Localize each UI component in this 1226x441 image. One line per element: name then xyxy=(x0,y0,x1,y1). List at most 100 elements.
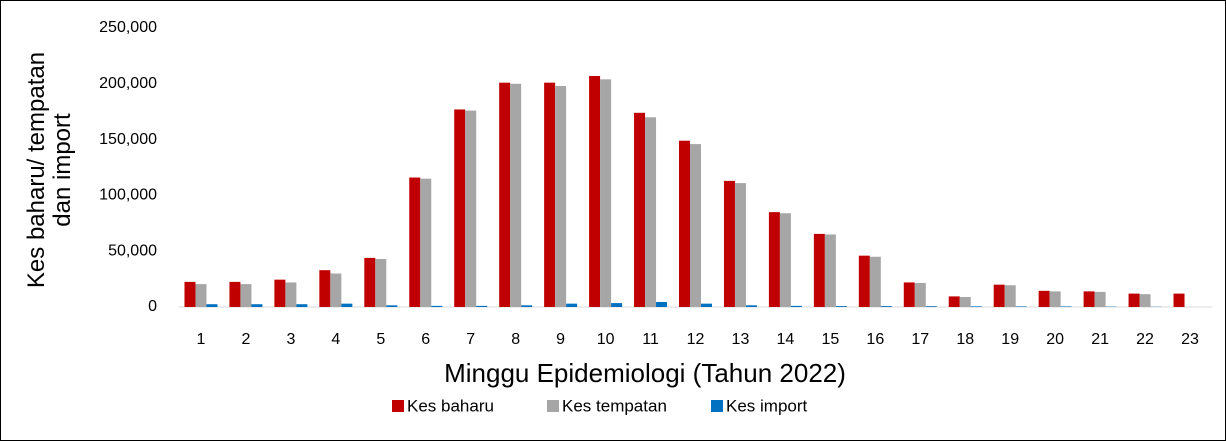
x-tick-label: 14 xyxy=(777,331,795,348)
bar xyxy=(835,306,847,307)
bar xyxy=(1139,294,1151,307)
bar xyxy=(454,109,466,307)
y-tick-label: 200,000 xyxy=(99,75,157,92)
bar xyxy=(431,305,443,307)
bar xyxy=(1060,306,1072,307)
x-tick-label: 13 xyxy=(732,331,750,348)
y-tick-label: 250,000 xyxy=(99,19,157,36)
bar xyxy=(779,213,791,307)
bar xyxy=(1015,306,1027,307)
bar xyxy=(409,177,421,307)
x-tick-label: 5 xyxy=(376,331,385,348)
bar xyxy=(1049,291,1061,307)
legend-swatch xyxy=(392,400,404,412)
legend-label: Kes import xyxy=(726,396,808,415)
bar xyxy=(679,140,690,307)
bar xyxy=(600,79,612,307)
x-tick-label: 21 xyxy=(1091,331,1109,348)
x-tick-label: 10 xyxy=(597,331,615,348)
bar xyxy=(589,75,601,307)
y-tick-label: 0 xyxy=(148,298,157,315)
x-tick-label: 17 xyxy=(911,331,929,348)
bar xyxy=(858,255,870,307)
x-tick-label: 4 xyxy=(331,331,340,348)
bar xyxy=(734,183,746,307)
x-tick-label: 22 xyxy=(1136,331,1154,348)
bar xyxy=(970,306,982,307)
bar xyxy=(993,284,1005,307)
bar xyxy=(948,296,960,307)
bar xyxy=(1083,291,1095,307)
bar xyxy=(723,180,735,307)
bar xyxy=(420,178,432,307)
bar xyxy=(521,305,533,307)
bar xyxy=(274,279,286,307)
bar xyxy=(510,83,522,307)
x-tick-label: 19 xyxy=(1001,331,1019,348)
bar xyxy=(195,284,207,307)
legend-swatch xyxy=(547,400,559,412)
x-tick-label: 3 xyxy=(286,331,295,348)
bar xyxy=(330,273,342,307)
x-tick-label: 7 xyxy=(466,331,475,348)
bar xyxy=(611,303,623,307)
bar xyxy=(645,117,657,307)
x-tick-label: 1 xyxy=(197,331,206,348)
bar xyxy=(869,256,881,307)
x-tick-label: 20 xyxy=(1046,331,1064,348)
bar xyxy=(824,234,836,307)
y-axis-title: Kes baharu/ tempatan dan import xyxy=(23,51,76,289)
legend-label: Kes baharu xyxy=(407,396,494,415)
bar xyxy=(296,304,308,307)
bar xyxy=(555,86,567,307)
bar xyxy=(341,303,353,307)
bar xyxy=(251,304,263,307)
bar xyxy=(375,259,387,307)
bar xyxy=(701,303,712,307)
bar xyxy=(959,296,971,307)
bar xyxy=(914,283,926,307)
legend-swatch xyxy=(711,400,723,412)
x-tick-label: 15 xyxy=(821,331,839,348)
bar xyxy=(184,281,196,307)
bar xyxy=(790,305,802,307)
bar xyxy=(229,281,241,307)
bar xyxy=(465,110,477,307)
bar xyxy=(813,233,825,307)
x-tick-label: 12 xyxy=(687,331,705,348)
y-tick-label: 150,000 xyxy=(99,131,157,148)
bar xyxy=(1038,290,1050,307)
bar xyxy=(240,284,252,307)
x-tick-label: 23 xyxy=(1181,331,1199,348)
x-tick-label: 11 xyxy=(642,331,659,348)
bar xyxy=(206,304,218,307)
x-tick-label: 9 xyxy=(556,331,565,348)
x-tick-label: 8 xyxy=(511,331,520,348)
x-tick-label: 2 xyxy=(241,331,250,348)
bar xyxy=(285,282,297,307)
bar xyxy=(745,305,757,307)
bar xyxy=(903,282,915,307)
bar xyxy=(1173,293,1185,307)
bar xyxy=(319,270,331,307)
x-axis-title: Minggu Epidemiologi (Tahun 2022) xyxy=(444,358,846,388)
bar xyxy=(880,306,892,307)
bar xyxy=(1004,285,1016,307)
bar xyxy=(1094,291,1106,307)
bar xyxy=(476,305,488,307)
bar xyxy=(566,303,578,307)
bar xyxy=(499,82,511,308)
x-tick-label: 18 xyxy=(956,331,974,348)
y-tick-label: 50,000 xyxy=(108,242,157,259)
bar xyxy=(364,257,376,307)
bar xyxy=(386,305,398,307)
x-tick-label: 16 xyxy=(866,331,884,348)
bar xyxy=(690,144,701,307)
bar xyxy=(544,82,556,308)
bar xyxy=(1128,293,1140,307)
bar xyxy=(656,301,668,307)
bar xyxy=(634,112,646,307)
